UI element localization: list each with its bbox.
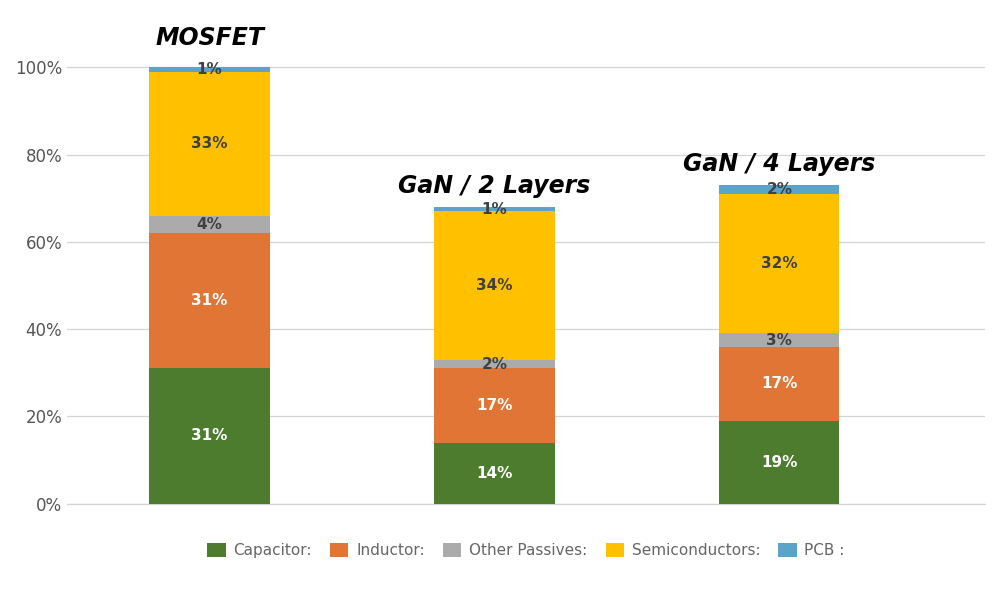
Bar — [719, 346, 839, 421]
Text: GaN / 4 Layers: GaN / 4 Layers — [683, 152, 875, 176]
Text: 33%: 33% — [191, 136, 228, 151]
Bar — [434, 360, 555, 368]
Bar — [719, 185, 839, 194]
Bar — [149, 68, 270, 72]
Bar — [149, 72, 270, 216]
Legend: Capacitor:, Inductor:, Other Passives:, Semiconductors:, PCB :: Capacitor:, Inductor:, Other Passives:, … — [201, 537, 851, 564]
Text: 3%: 3% — [766, 333, 792, 348]
Bar — [149, 233, 270, 368]
Bar — [434, 368, 555, 443]
Text: 14%: 14% — [476, 465, 513, 481]
Text: 31%: 31% — [191, 293, 228, 308]
Text: 34%: 34% — [476, 278, 513, 293]
Bar — [719, 194, 839, 333]
Text: 2%: 2% — [481, 357, 507, 371]
Bar — [434, 207, 555, 211]
Text: 1%: 1% — [197, 62, 222, 77]
Text: 17%: 17% — [761, 376, 797, 391]
Text: 19%: 19% — [761, 454, 797, 470]
Text: 32%: 32% — [761, 256, 798, 271]
Bar — [719, 333, 839, 346]
Text: MOSFET: MOSFET — [155, 26, 264, 50]
Bar — [719, 421, 839, 503]
Bar — [434, 211, 555, 360]
Text: 1%: 1% — [482, 201, 507, 217]
Text: GaN / 2 Layers: GaN / 2 Layers — [398, 174, 591, 198]
Bar — [149, 216, 270, 233]
Text: 4%: 4% — [197, 217, 222, 232]
Bar — [149, 368, 270, 503]
Bar — [434, 443, 555, 503]
Text: 17%: 17% — [476, 398, 513, 413]
Text: 2%: 2% — [766, 182, 792, 197]
Text: 31%: 31% — [191, 429, 228, 443]
